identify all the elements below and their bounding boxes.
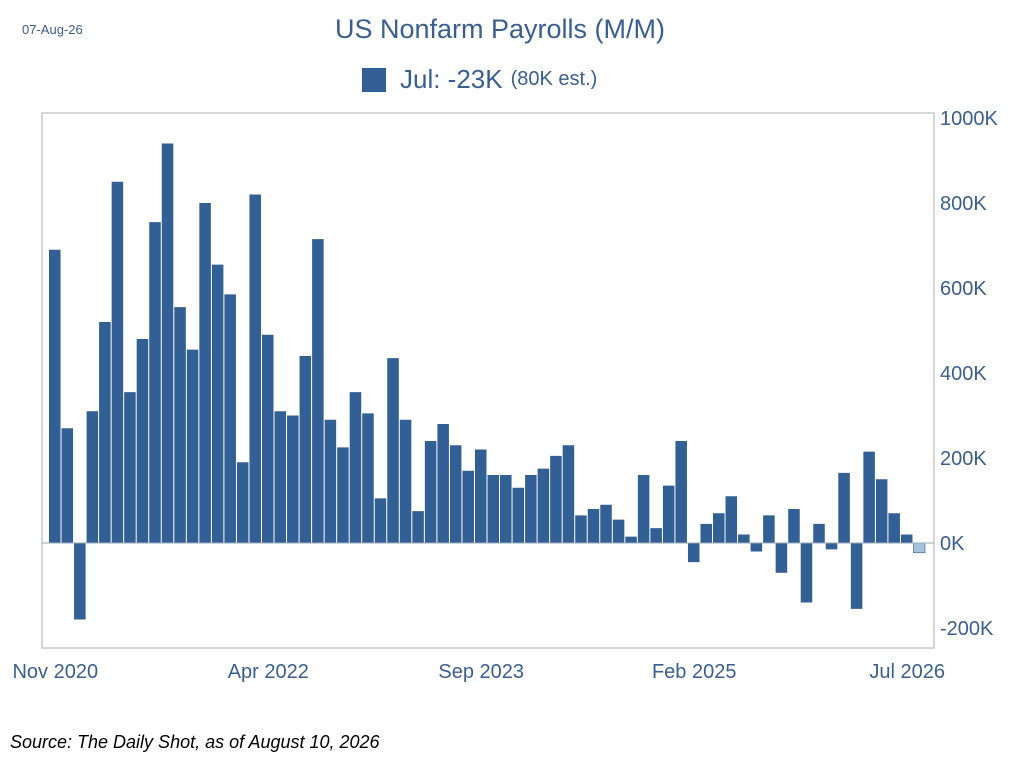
bar [825,543,838,550]
bar [500,475,512,543]
bar [337,447,349,544]
bar [587,509,600,543]
plot-frame [41,112,935,649]
bar-latest [913,542,926,554]
bar [650,528,662,544]
bar [199,203,211,543]
bar [900,534,913,543]
x-tick-label: Feb 2025 [652,661,737,683]
bar [324,419,337,543]
bar [99,322,111,543]
bar [662,485,675,544]
bar [211,264,224,544]
legend: Jul: -23K (80K est.) [362,64,597,95]
bar [750,543,763,552]
bar [387,358,399,544]
bar [838,472,850,544]
bar [186,349,199,544]
bar [274,411,287,543]
bar [299,356,312,543]
bar [875,479,888,543]
source-note: Source: The Daily Shot, as of August 10,… [10,732,380,752]
bars-group [49,143,926,620]
bar [236,462,249,543]
chart-date: 07-Aug-26 [22,22,83,37]
bar [625,536,637,544]
bar [800,543,813,603]
x-axis: Nov 2020 Apr 2022 Sep 2023 Feb 2025 Jul 2026 [12,661,945,683]
bar [725,496,738,543]
bar [512,487,525,543]
bar [412,511,424,544]
bar [537,468,550,544]
bar [287,415,299,543]
bar [362,413,374,544]
bar [449,445,462,543]
bar [763,515,775,544]
y-tick-label: 1000K [940,108,998,130]
bar [675,441,687,543]
bar [261,334,274,543]
bar [111,181,124,543]
y-tick-label: 0K [940,533,965,555]
y-tick-label: 600K [940,278,987,300]
y-axis: 1000K 800K 600K 400K 200K 0K -200K [940,108,998,640]
bar [788,509,800,543]
bar [713,513,725,543]
bar [813,523,825,544]
chart-title: US Nonfarm Payrolls (M/M) [334,14,666,44]
bar [249,194,261,543]
bar [687,543,700,563]
bar [562,445,575,543]
x-tick-label: Nov 2020 [12,661,98,683]
bar [312,239,324,544]
bar [863,451,875,544]
bar [174,307,186,544]
bar [550,455,562,544]
bar [61,428,74,543]
legend-label: Jul: -23K [400,64,503,94]
bar [525,475,537,543]
bar [74,543,86,620]
bar [850,543,863,609]
legend-swatch [362,67,386,92]
bar [637,475,650,543]
y-tick-label: -200K [940,618,994,640]
bar [700,523,713,544]
x-tick-label: Sep 2023 [438,661,524,683]
bar [575,515,587,544]
bar [888,513,900,543]
bar [49,249,61,543]
bar [738,534,750,543]
bar [437,424,449,543]
legend-estimate: (80K est.) [510,68,598,90]
bar [424,441,437,543]
bar [349,392,362,544]
bar [474,449,487,543]
bar [487,475,500,543]
y-tick-label: 800K [940,193,987,215]
bar [161,143,174,543]
bar [374,498,387,544]
bar [124,392,136,544]
bar [136,339,149,543]
bar [86,411,99,543]
x-tick-label: Apr 2022 [228,661,309,683]
y-tick-label: 400K [940,363,987,385]
y-tick-label: 200K [940,448,987,470]
bar [600,504,612,543]
bar [775,543,788,573]
bar [224,294,236,544]
bar [399,419,412,543]
x-tick-label: Jul 2026 [869,661,945,683]
bar [612,519,625,544]
bar [149,222,161,544]
bar [462,470,474,543]
